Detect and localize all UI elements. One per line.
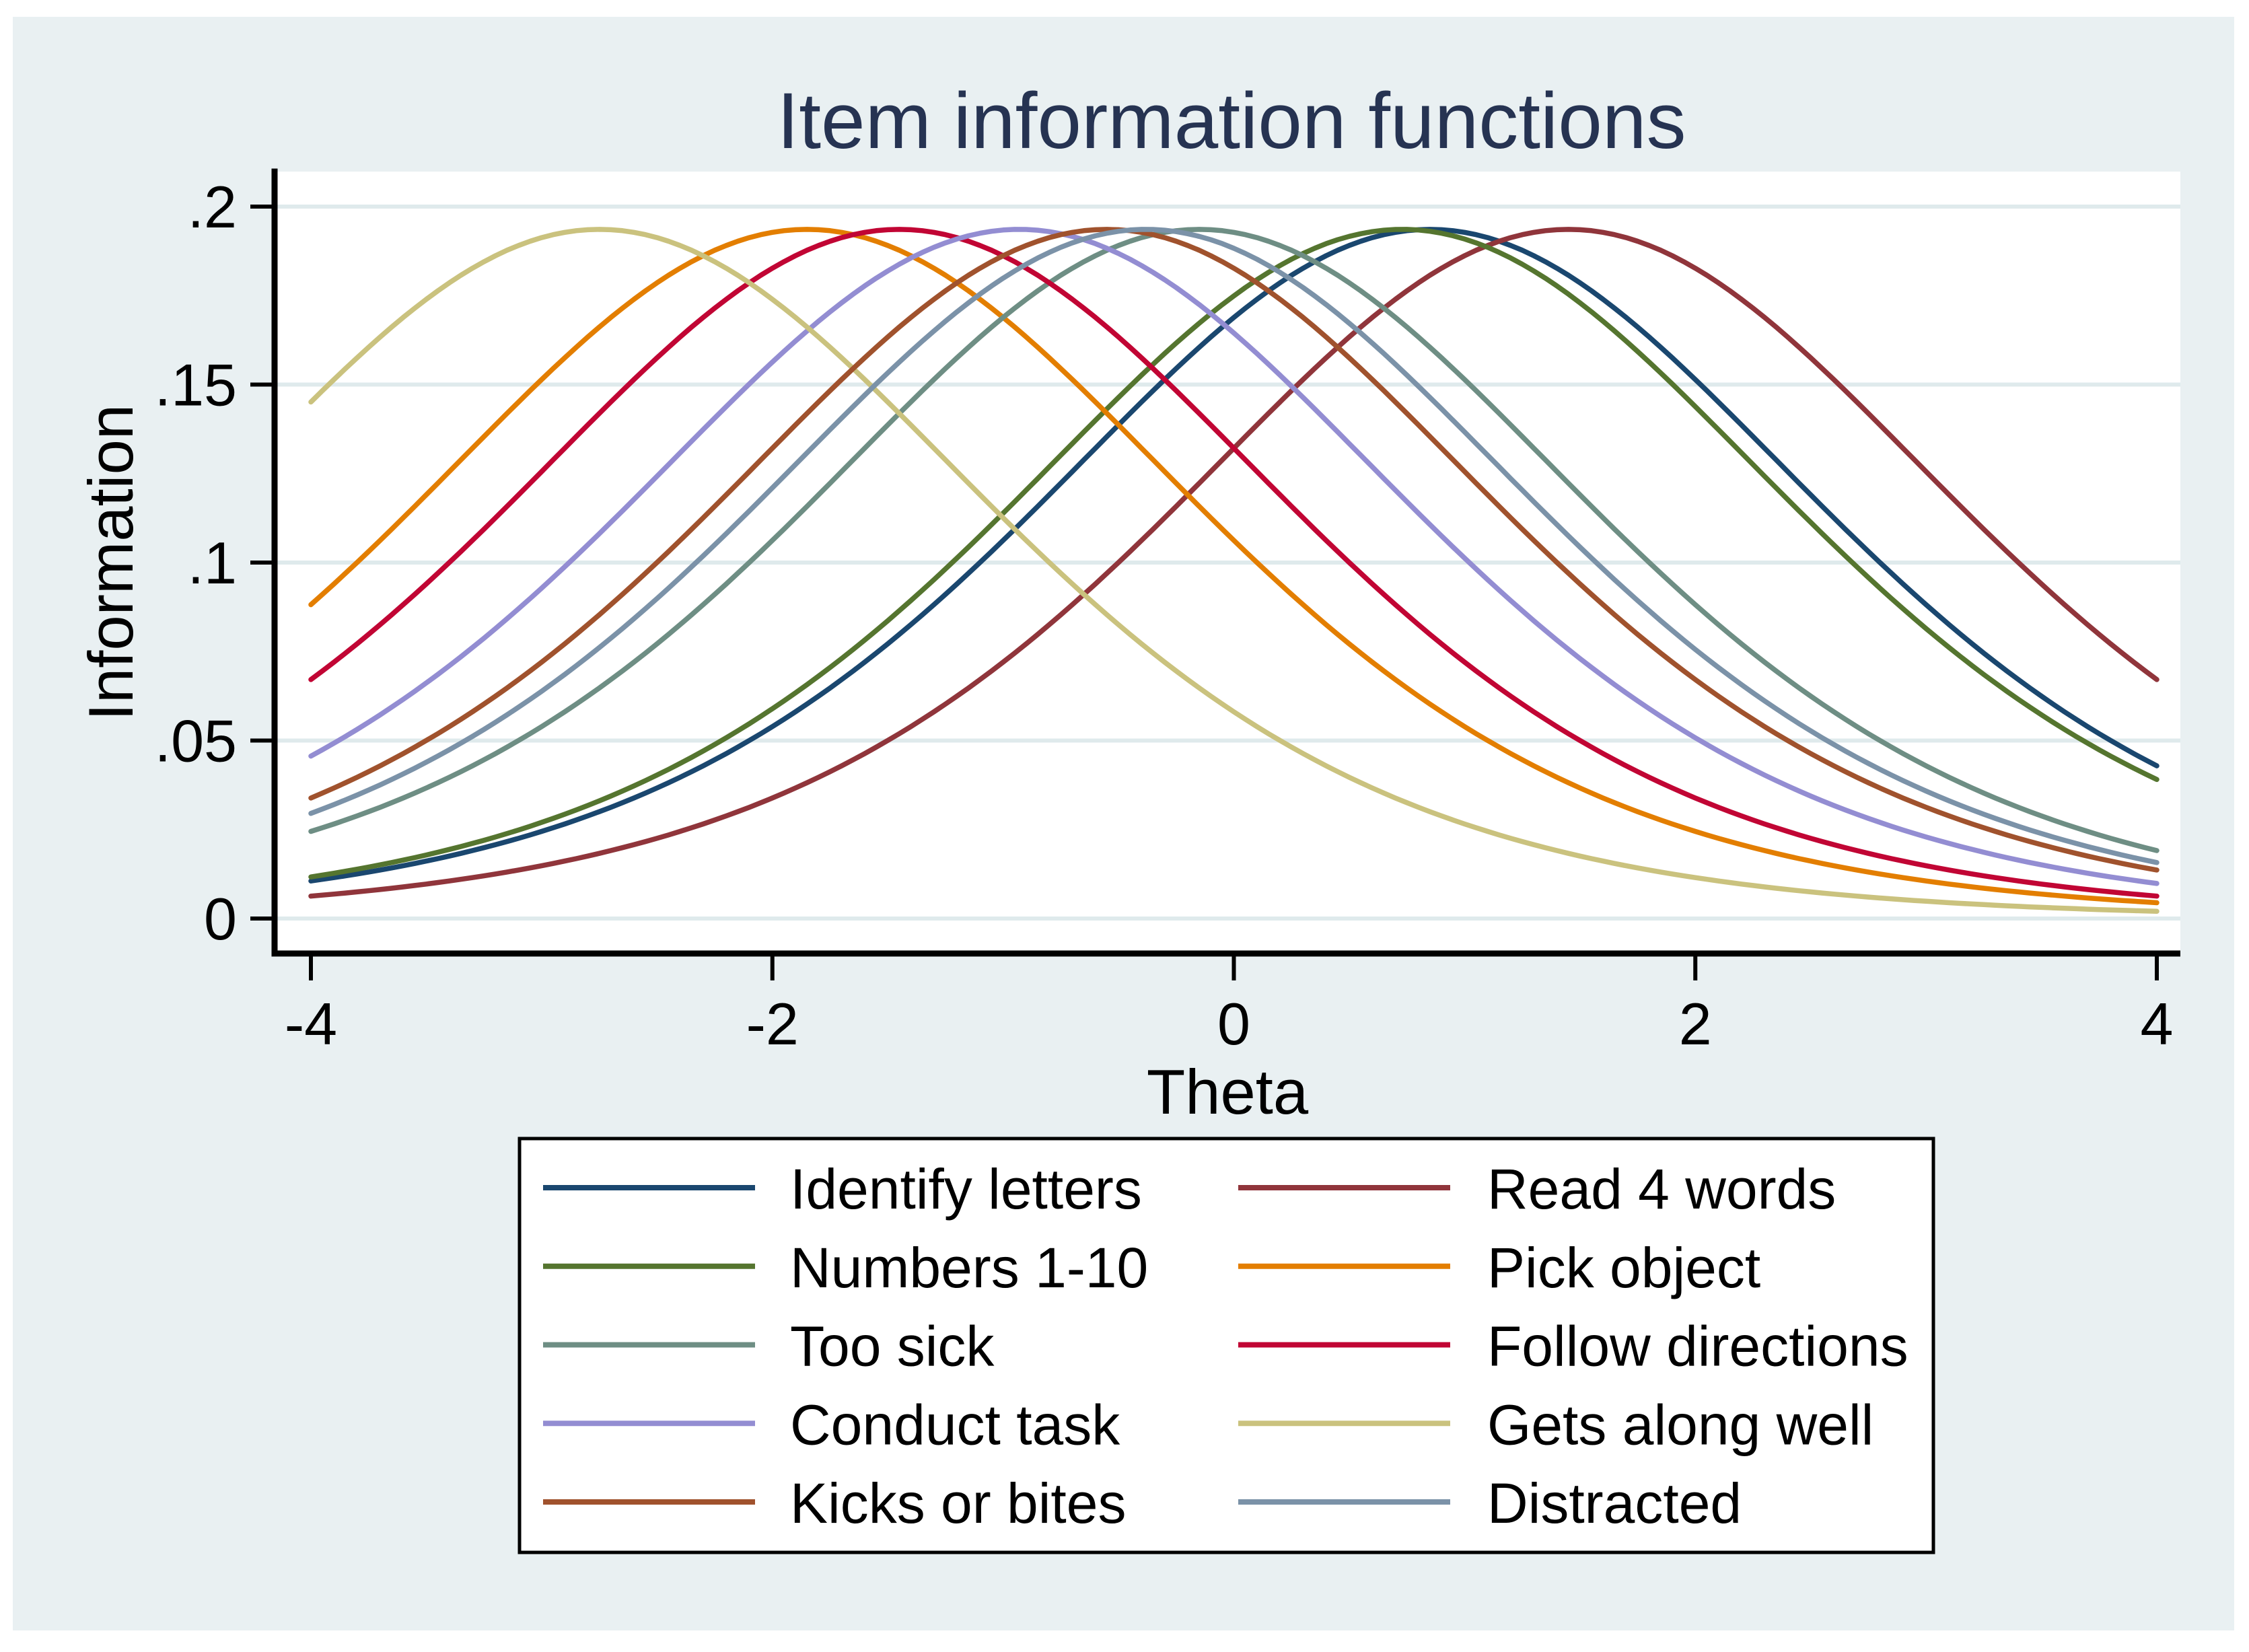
legend-label: Gets along well <box>1487 1393 1873 1456</box>
legend-label: Conduct task <box>790 1393 1120 1456</box>
legend-label: Pick object <box>1487 1236 1760 1299</box>
curve-distracted <box>308 227 2159 865</box>
legend-label: Kicks or bites <box>790 1472 1127 1535</box>
y-tick-label: .1 <box>188 530 237 596</box>
chart-title: Item information functions <box>777 77 1686 166</box>
legend-entries: Identify letters Numbers 1-10 Too sick Cond… <box>543 1157 1908 1535</box>
y-gridlines <box>275 205 2180 921</box>
y-axis-title-group: Information <box>75 404 146 721</box>
legend-label: Identify letters <box>790 1157 1142 1221</box>
legend-box <box>517 1137 1935 1554</box>
legend-label: Too sick <box>790 1315 995 1378</box>
x-tick-label: -2 <box>746 991 799 1057</box>
x-tick-label: 2 <box>1679 991 1712 1057</box>
curve-identify-letters <box>308 227 2159 884</box>
curve-numbers-1-10 <box>308 227 2159 879</box>
curve-conduct-task <box>308 227 2159 886</box>
y-tick-label: .2 <box>188 174 237 240</box>
x-tick-label: -4 <box>285 991 337 1057</box>
curve-gets-along-well <box>308 227 2159 914</box>
legend-label: Read 4 words <box>1487 1157 1836 1221</box>
curve-follow-directions <box>308 227 2159 899</box>
y-tick-label: .15 <box>155 352 237 419</box>
curve-kicks-or-bites <box>308 227 2159 873</box>
legend-label: Numbers 1-10 <box>790 1236 1148 1299</box>
legend-label: Distracted <box>1487 1472 1742 1535</box>
x-tick-label: 4 <box>2141 991 2174 1057</box>
axis-ticks: 0 .05 .1 .15 .2 -4 -2 0 2 4 <box>155 174 2174 1057</box>
curve-pick-object <box>308 227 2159 906</box>
y-tick-label: .05 <box>155 708 237 775</box>
curve-too-sick <box>308 227 2159 853</box>
x-axis-title: Theta <box>1147 1056 1309 1127</box>
y-tick-label: 0 <box>204 886 237 952</box>
x-tick-label: 0 <box>1217 991 1250 1057</box>
legend-label: Follow directions <box>1487 1315 1908 1378</box>
series-curves <box>308 227 2159 914</box>
y-axis-title: Information <box>75 404 146 721</box>
